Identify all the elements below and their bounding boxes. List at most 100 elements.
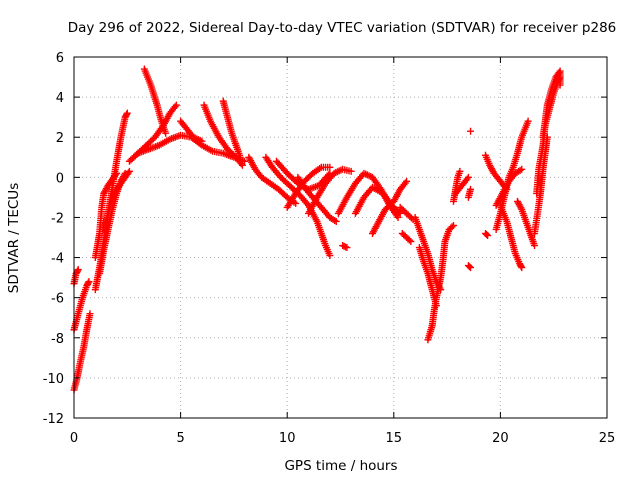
data-point: [465, 263, 473, 271]
series-track-af: [467, 127, 475, 135]
data-point: [517, 262, 525, 270]
series-track-ab: [424, 221, 457, 344]
x-tick-label: 15: [386, 431, 403, 446]
y-tick-label: 4: [56, 91, 64, 106]
series-track-n: [245, 153, 300, 207]
data-point: [449, 221, 457, 229]
series-track-k: [177, 117, 206, 145]
series-track-ag: [464, 185, 475, 201]
plot-frame: [73, 56, 608, 419]
data-point: [516, 166, 524, 174]
series-track-ap: [539, 67, 564, 141]
data-point: [123, 110, 131, 118]
series-track-i: [130, 101, 180, 161]
data-point: [237, 160, 245, 168]
series-track-o: [262, 153, 334, 260]
x-axis-label: GPS time / hours: [284, 458, 397, 474]
data-point: [238, 161, 246, 169]
data-point: [524, 117, 532, 125]
x-tick-label: 10: [279, 431, 296, 446]
data-point: [74, 267, 82, 275]
series-track-r: [294, 173, 340, 225]
data-point: [326, 252, 334, 260]
y-tick-label: -8: [51, 332, 64, 347]
series-track-ae: [464, 262, 475, 272]
data-point: [112, 171, 120, 179]
data-point: [531, 242, 539, 250]
y-tick-label: -2: [51, 211, 64, 226]
series-track-w: [368, 177, 411, 237]
data-point: [518, 165, 526, 173]
series-track-y: [398, 229, 415, 246]
data-point: [123, 109, 131, 117]
series-track-al: [496, 201, 526, 272]
series-track-b: [70, 278, 93, 334]
x-tick-label: 25: [599, 431, 616, 446]
data-point: [467, 264, 475, 272]
data-point: [331, 216, 339, 224]
data-point: [463, 175, 471, 183]
series-track-am: [513, 197, 539, 250]
data-point: [556, 81, 564, 89]
y-axis-label: SDTVAR / TECUs: [6, 183, 22, 293]
y-tick-label: 6: [56, 51, 64, 66]
y-tick-labels: 6 4 2 0 -2 -4 -6 -8 -10 -12: [43, 51, 64, 427]
data-point: [236, 153, 244, 161]
data-point: [86, 310, 94, 318]
data-point: [74, 266, 82, 274]
data-point: [517, 204, 525, 212]
data-points: [70, 65, 564, 394]
data-point: [326, 163, 334, 171]
data-point: [403, 177, 411, 185]
series-track-u: [339, 242, 351, 252]
series-track-ad: [452, 173, 472, 197]
y-tick-label: 0: [56, 171, 64, 186]
data-point: [407, 238, 415, 246]
x-tick-label: 5: [176, 431, 184, 446]
series-track-f: [91, 169, 121, 262]
y-tick-label: -10: [43, 372, 64, 387]
y-tick-label: -4: [51, 252, 64, 267]
axis-ticks: [73, 56, 608, 419]
series-track-g: [100, 167, 133, 233]
series-track-j: [140, 65, 170, 137]
data-point: [405, 236, 413, 244]
data-point: [518, 264, 526, 272]
series-track-l: [200, 101, 246, 169]
data-point: [467, 127, 475, 135]
series-track-ak: [492, 165, 526, 209]
series-track-ah: [481, 229, 492, 239]
data-point: [394, 213, 402, 221]
data-point: [162, 129, 170, 137]
data-point: [343, 244, 351, 252]
x-tick-label: 20: [492, 431, 509, 446]
chart-title: Day 296 of 2022, Sidereal Day-to-day VTE…: [68, 20, 617, 36]
data-point: [467, 185, 475, 193]
data-point: [125, 167, 133, 175]
y-tick-label: 2: [56, 131, 64, 146]
data-point: [85, 278, 93, 286]
series-track-s: [305, 165, 355, 217]
data-point: [124, 169, 132, 177]
y-tick-label: -6: [51, 292, 64, 307]
data-point: [113, 169, 121, 177]
series-track-v: [351, 183, 404, 217]
data-point: [464, 173, 472, 181]
x-tick-label: 0: [70, 431, 78, 446]
data-point: [401, 179, 409, 187]
data-point: [292, 199, 300, 207]
data-point: [198, 137, 206, 145]
data-point: [448, 223, 456, 231]
data-point: [484, 231, 492, 239]
data-point: [483, 230, 491, 238]
data-point: [171, 103, 179, 111]
series-track-m: [219, 97, 244, 161]
data-point: [347, 167, 355, 175]
data-point: [456, 167, 464, 175]
data-point: [84, 279, 92, 287]
data-point: [332, 217, 340, 225]
y-tick-label: -12: [43, 412, 64, 427]
data-point: [172, 101, 180, 109]
x-tick-labels: 0 5 10 15 20 25: [70, 431, 615, 446]
